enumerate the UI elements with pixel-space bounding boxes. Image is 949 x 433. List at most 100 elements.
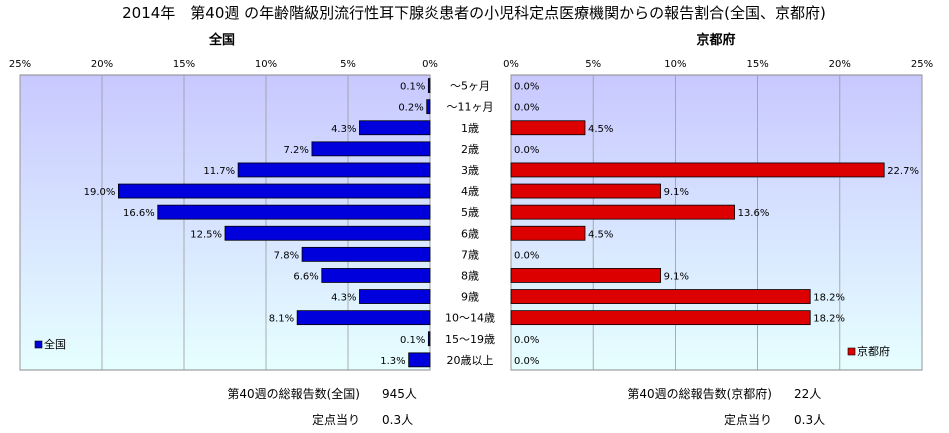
right-bar — [510, 289, 811, 304]
right-data-label: 4.5% — [588, 124, 613, 135]
category-label: 5歳 — [461, 206, 479, 219]
right-bar — [510, 204, 735, 220]
category-label: 1歳 — [461, 122, 479, 135]
right-data-label: 0.0% — [514, 82, 539, 93]
left-data-label: 11.7% — [203, 166, 235, 177]
left-data-label: 7.2% — [284, 145, 309, 156]
right-bar — [510, 120, 586, 136]
right-data-label: 9.1% — [664, 187, 689, 198]
right-data-label: 13.6% — [738, 208, 770, 219]
left-legend-swatch — [34, 340, 43, 349]
right-tick-label: 0% — [503, 59, 519, 70]
right-data-label: 0.0% — [514, 356, 539, 367]
right-tick-label: 10% — [664, 59, 686, 70]
left-bar — [301, 246, 431, 262]
left-data-label: 1.3% — [380, 356, 405, 367]
category-label: 20歳以上 — [447, 354, 494, 367]
left-data-label: 0.1% — [400, 335, 425, 346]
left-bar — [359, 120, 431, 136]
left-bar — [237, 162, 431, 178]
footer-kyoto-total-value: 22人 — [794, 387, 821, 401]
left-bar — [296, 310, 431, 326]
right-data-label: 22.7% — [887, 166, 919, 177]
left-tick-label: 5% — [340, 59, 356, 70]
category-label: 8歳 — [461, 269, 479, 282]
left-data-label: 8.1% — [269, 314, 294, 325]
left-tick-label: 20% — [91, 59, 113, 70]
left-bar — [224, 225, 431, 241]
right-data-label: 0.0% — [514, 103, 539, 114]
right-legend: 京都府 — [847, 344, 890, 358]
right-data-label: 0.0% — [514, 335, 539, 346]
category-label: 7歳 — [461, 248, 479, 261]
category-label: ～11ヶ月 — [447, 101, 494, 114]
left-plot-area — [19, 74, 431, 371]
left-data-label: 0.1% — [400, 82, 425, 93]
left-series-bars: 0.1% 0.2% 4.3% 7.2% 11.7% 19.0% 16.6% 12.5% 7.8%… — [84, 78, 431, 368]
right-tick-label: 15% — [746, 59, 768, 70]
right-tick-label: 25% — [911, 59, 933, 70]
left-data-label: 0.2% — [398, 103, 423, 114]
left-bar — [426, 99, 431, 115]
right-bar — [510, 183, 662, 199]
left-data-label: 16.6% — [123, 208, 155, 219]
category-label: 10～14歳 — [445, 312, 495, 325]
footer-kyoto-total-label: 第40週の総報告数(京都府) — [627, 386, 772, 401]
right-bar — [510, 310, 811, 326]
left-bar — [408, 352, 431, 368]
right-data-label: 4.5% — [588, 229, 613, 240]
right-data-label: 18.2% — [813, 293, 845, 304]
left-data-label: 19.0% — [84, 187, 116, 198]
footer-zenkoku-total-label: 第40週の総報告数(全国) — [227, 386, 360, 401]
category-label: 9歳 — [461, 291, 479, 304]
chart-title: 2014年 第40週 の年齢階級別流行性耳下腺炎患者の小児科定点医療機関からの報… — [122, 4, 826, 22]
right-tick-label: 20% — [829, 59, 851, 70]
right-legend-swatch — [847, 347, 856, 356]
category-label: 2歳 — [461, 143, 479, 156]
right-axis-ticks: 0% 5% 10% 15% 20% 25% — [503, 59, 933, 70]
footer-kyoto-per-value: 0.3人 — [794, 413, 825, 427]
left-data-label: 6.6% — [293, 271, 318, 282]
left-data-label: 4.3% — [331, 124, 356, 135]
category-label: 3歳 — [461, 164, 479, 177]
footer-zenkoku-per-label: 定点当り — [312, 412, 360, 427]
footer-kyoto-per-label: 定点当り — [724, 412, 772, 427]
category-label: 15～19歳 — [445, 333, 495, 346]
right-series-bars: 0.0% 0.0% 4.5% 0.0% 22.7% 9.1% 13.6% 4.5% 0.0% 9.… — [510, 82, 919, 367]
right-data-label: 0.0% — [514, 145, 539, 156]
left-tick-label: 0% — [422, 59, 438, 70]
left-tick-label: 10% — [255, 59, 277, 70]
footer-zenkoku-total-value: 945人 — [382, 387, 417, 401]
left-bar — [157, 204, 431, 220]
category-label: ～5ヶ月 — [450, 80, 490, 93]
left-bar — [427, 78, 431, 93]
left-bar — [427, 331, 431, 347]
left-bar — [311, 141, 431, 157]
left-data-label: 4.3% — [331, 293, 356, 304]
left-tick-label: 15% — [173, 59, 195, 70]
left-tick-label: 25% — [9, 59, 31, 70]
right-data-label: 9.1% — [664, 271, 689, 282]
left-legend: 全国 — [34, 337, 66, 351]
left-data-label: 7.8% — [274, 250, 299, 261]
category-label: 6歳 — [461, 227, 479, 240]
left-legend-label: 全国 — [44, 337, 66, 351]
right-data-label: 0.0% — [514, 250, 539, 261]
right-bar — [510, 268, 662, 283]
right-legend-label: 京都府 — [857, 344, 890, 358]
footer-zenkoku-per-value: 0.3人 — [382, 413, 413, 427]
left-axis-ticks: 25% 20% 15% 10% 5% 0% — [9, 59, 438, 70]
left-bar — [321, 268, 431, 283]
left-bar — [118, 183, 431, 199]
left-bar — [359, 289, 431, 304]
category-label: 4歳 — [461, 185, 479, 198]
right-tick-label: 5% — [585, 59, 601, 70]
right-bar — [510, 162, 885, 178]
category-labels: ～5ヶ月 ～11ヶ月 1歳 2歳 3歳 4歳 5歳 6歳 7歳 8歳 9歳 10～14歳 15～19歳 2… — [445, 80, 495, 367]
right-bar — [510, 225, 586, 241]
right-data-label: 18.2% — [813, 314, 845, 325]
right-panel-title: 京都府 — [696, 32, 735, 48]
left-data-label: 12.5% — [190, 229, 222, 240]
left-panel-title: 全国 — [208, 32, 235, 48]
